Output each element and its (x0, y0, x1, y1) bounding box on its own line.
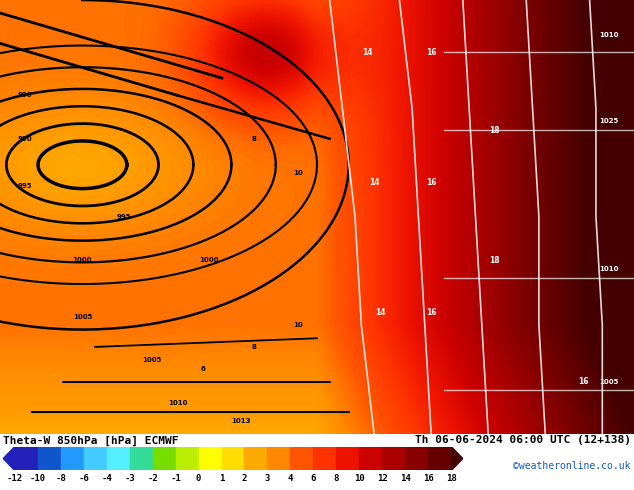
Polygon shape (15, 447, 37, 470)
Text: 1005: 1005 (143, 357, 162, 363)
Text: 990: 990 (18, 136, 33, 142)
Polygon shape (382, 447, 405, 470)
Text: 1005: 1005 (73, 314, 92, 319)
Polygon shape (221, 447, 245, 470)
Text: -10: -10 (30, 474, 46, 483)
Polygon shape (290, 447, 313, 470)
Text: 16: 16 (426, 48, 436, 56)
Polygon shape (129, 447, 153, 470)
Text: 14: 14 (400, 474, 411, 483)
Polygon shape (405, 447, 429, 470)
Text: 16: 16 (423, 474, 434, 483)
Text: 10: 10 (293, 171, 303, 176)
Text: Th 06-06-2024 06:00 UTC (12+138): Th 06-06-2024 06:00 UTC (12+138) (415, 435, 631, 445)
Polygon shape (37, 447, 61, 470)
Text: 14: 14 (363, 48, 373, 56)
Text: -12: -12 (6, 474, 23, 483)
Text: 16: 16 (426, 178, 436, 187)
Text: 2: 2 (242, 474, 247, 483)
Text: 8: 8 (251, 344, 256, 350)
Text: 8: 8 (333, 474, 339, 483)
Text: 18: 18 (489, 256, 500, 265)
Text: 10: 10 (354, 474, 365, 483)
Text: 10: 10 (293, 322, 303, 328)
Polygon shape (107, 447, 129, 470)
Text: 12: 12 (377, 474, 388, 483)
Polygon shape (268, 447, 290, 470)
Text: 0: 0 (196, 474, 201, 483)
Text: 1010: 1010 (599, 32, 618, 38)
Text: 6: 6 (200, 366, 205, 371)
Text: 1000: 1000 (73, 257, 92, 263)
Polygon shape (198, 447, 221, 470)
Text: 995: 995 (117, 214, 131, 220)
Text: 4: 4 (288, 474, 293, 483)
Polygon shape (359, 447, 382, 470)
Text: 995: 995 (18, 183, 32, 190)
Text: 1005: 1005 (599, 379, 618, 385)
Text: 16: 16 (426, 308, 436, 317)
Text: 1000: 1000 (200, 257, 219, 263)
Text: ©weatheronline.co.uk: ©weatheronline.co.uk (514, 461, 631, 471)
Text: 14: 14 (375, 308, 385, 317)
Text: 1013: 1013 (231, 417, 250, 424)
Text: -8: -8 (55, 474, 66, 483)
Text: 16: 16 (578, 377, 588, 386)
Text: 18: 18 (446, 474, 456, 483)
Text: Theta-W 850hPa [hPa] ECMWF: Theta-W 850hPa [hPa] ECMWF (3, 435, 179, 445)
Polygon shape (61, 447, 84, 470)
Text: 990: 990 (18, 93, 33, 98)
Text: -1: -1 (170, 474, 181, 483)
Text: -3: -3 (124, 474, 135, 483)
Text: -2: -2 (147, 474, 158, 483)
Text: 1025: 1025 (599, 119, 618, 124)
Polygon shape (245, 447, 268, 470)
Polygon shape (337, 447, 359, 470)
Text: 1010: 1010 (599, 266, 618, 272)
Text: 8: 8 (251, 136, 256, 142)
Text: -4: -4 (101, 474, 112, 483)
Polygon shape (84, 447, 107, 470)
Polygon shape (429, 447, 451, 470)
Text: 1010: 1010 (168, 400, 187, 406)
Text: 1: 1 (219, 474, 224, 483)
Text: 6: 6 (311, 474, 316, 483)
Text: 14: 14 (369, 178, 379, 187)
Text: 18: 18 (489, 125, 500, 135)
Polygon shape (153, 447, 176, 470)
Polygon shape (176, 447, 198, 470)
Text: -6: -6 (78, 474, 89, 483)
Polygon shape (3, 447, 15, 470)
Text: 3: 3 (265, 474, 270, 483)
Polygon shape (451, 447, 463, 470)
Polygon shape (313, 447, 337, 470)
